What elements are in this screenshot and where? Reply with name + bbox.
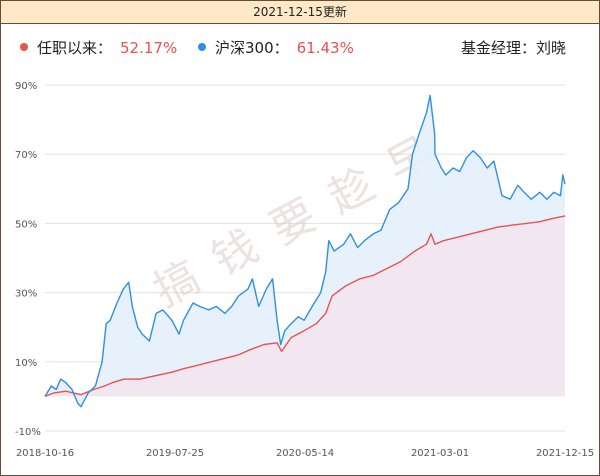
x-tick-label: 2020-05-14 <box>276 448 334 459</box>
y-tick-label: 90% <box>15 81 37 92</box>
y-tick-label: -10% <box>15 427 41 438</box>
y-tick-label: 10% <box>15 358 37 369</box>
fund-legend-label: 任职以来： <box>37 39 113 57</box>
y-tick-label: 70% <box>15 150 37 161</box>
fund-return-value: 52.17% <box>120 39 178 57</box>
x-tick-label: 2018-10-16 <box>16 448 74 459</box>
fund-series-line <box>44 215 566 398</box>
y-tick-label: 50% <box>15 219 37 230</box>
x-tick-label: 2019-07-25 <box>146 448 204 459</box>
index-return-value: 61.43% <box>296 39 354 57</box>
index-series-line <box>44 94 566 408</box>
fund-legend-dot-icon <box>20 42 28 51</box>
x-tick-label: 2021-03-01 <box>411 448 469 459</box>
y-tick-label: 30% <box>15 289 37 300</box>
fund-area-fill <box>45 215 565 397</box>
index-legend-dot-icon <box>198 42 206 51</box>
legend-fund: 任职以来： 52.17% <box>20 38 177 58</box>
fund-manager-label: 基金经理：刘晓 <box>460 39 566 57</box>
x-tick-label: 2021-12-15 <box>536 448 594 459</box>
update-date-header: 2021-12-15更新 <box>1 1 599 24</box>
legend-index: 沪深300： 61.43% <box>198 38 354 58</box>
index-legend-label: 沪深300： <box>215 39 289 57</box>
